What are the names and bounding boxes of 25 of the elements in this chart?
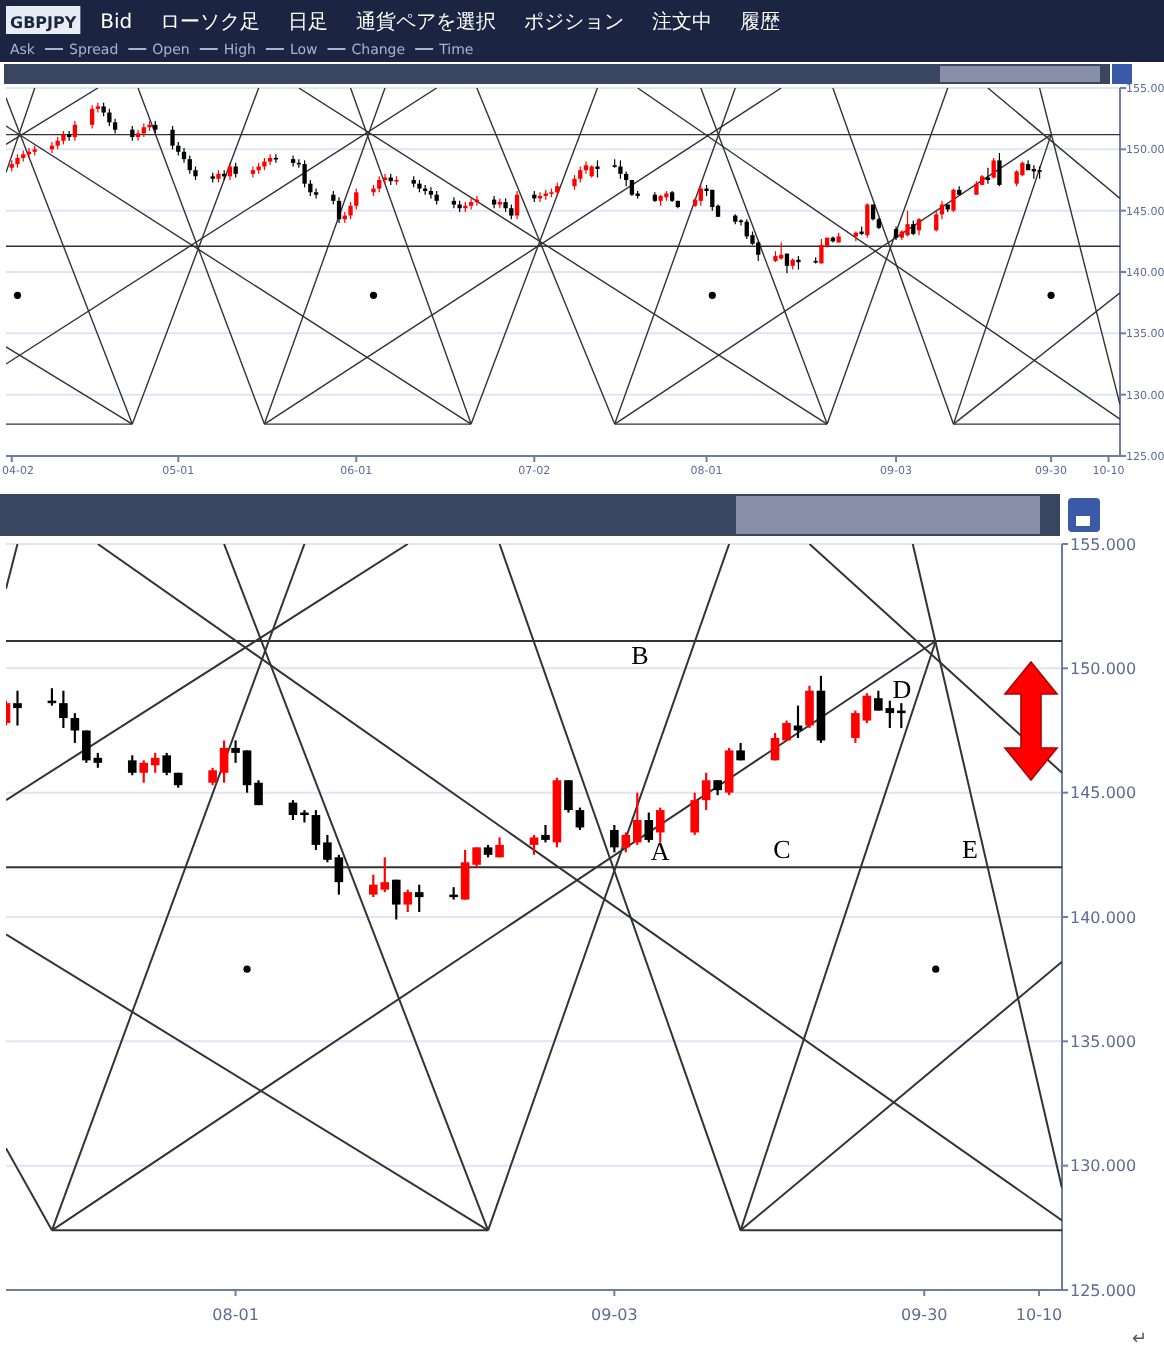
text: 通貨ペアを選択 <box>356 10 497 34</box>
y-tick-label: 155.000 <box>1070 535 1137 554</box>
x-tick-label: 09-30 <box>901 1306 948 1324</box>
y-tick-label: 140.000 <box>1070 908 1137 927</box>
annotation: E <box>962 834 979 864</box>
text: 注文中 <box>652 10 713 34</box>
y-tick-label: 145.000 <box>1070 784 1137 803</box>
annotation: C <box>773 834 791 864</box>
annotation: B <box>631 640 650 670</box>
annotation: D <box>892 674 912 704</box>
text: ローソク足 <box>160 12 261 34</box>
text: GBPJPY <box>10 14 77 32</box>
text: ポジション <box>524 12 625 34</box>
x-tick-label: 10-10 <box>1015 1306 1063 1324</box>
x-tick-label: 09-03 <box>591 1306 638 1324</box>
text: 履歴 <box>740 12 781 34</box>
text: ↵ <box>1132 1330 1148 1350</box>
annotation: A <box>650 836 671 867</box>
y-tick-label: 150.000 <box>1070 659 1137 678</box>
y-tick-label: 125.000 <box>1070 1281 1137 1300</box>
y-tick-label: 135.000 <box>1070 1032 1137 1051</box>
y-tick-label: 130.000 <box>1070 1157 1137 1176</box>
text: Bid <box>100 12 133 34</box>
x-tick-label: 08-01 <box>212 1306 259 1324</box>
text: 日足 <box>288 12 329 34</box>
